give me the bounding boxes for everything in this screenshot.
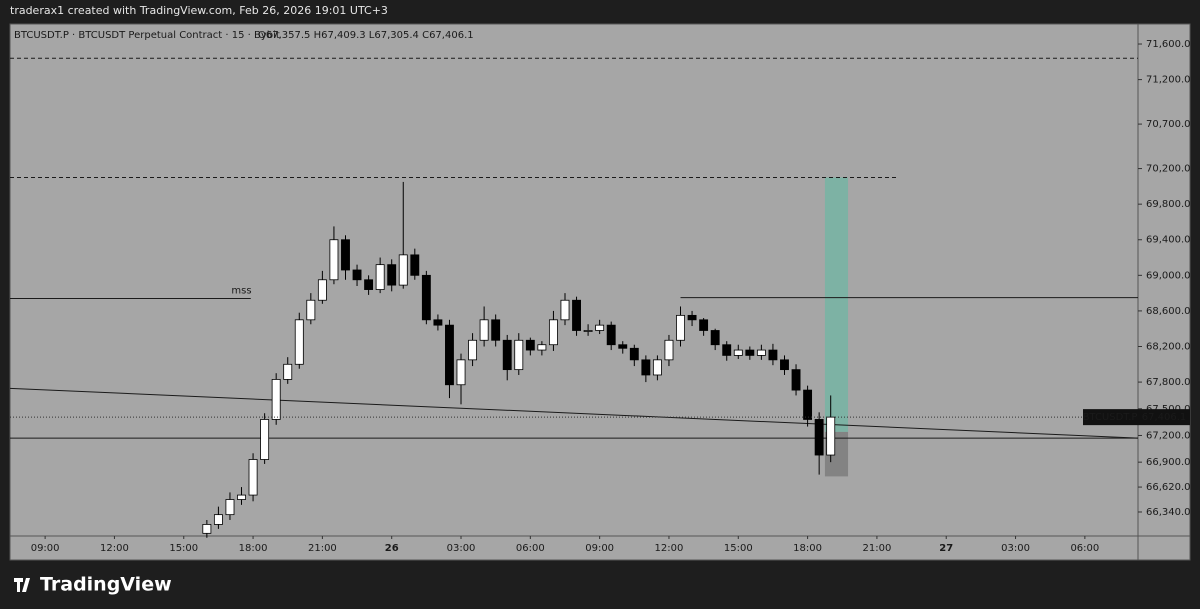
x-tick-label: 06:00 [516,543,545,554]
candle-body [768,349,778,361]
candle-body [375,264,385,290]
candle-body [780,359,789,371]
y-tick-label: 66,620.0 [1146,482,1191,493]
candle-body [364,279,374,290]
header: traderax1 created with TradingView.com, … [10,4,388,17]
y-tick-label: 66,900.0 [1146,457,1191,468]
candle-body [803,389,813,420]
y-tick-label: 70,700.0 [1146,119,1191,130]
y-tick-label: 67,800.0 [1146,377,1191,388]
symbol-tag [1083,409,1138,426]
candle-body [271,379,281,420]
candle-body [699,319,709,331]
x-tick-label: 03:00 [1001,543,1030,554]
candle-body [491,319,501,341]
price-tag-label: 67,406.1 [1142,412,1187,423]
x-tick-label: 21:00 [862,543,891,554]
candle-body [606,324,616,346]
candle-body [502,339,512,371]
candle-body [445,324,454,386]
candle-body [225,499,235,516]
x-tick-label: 26 [385,543,399,554]
candle-body [456,359,466,386]
x-tick-label: 03:00 [447,543,476,554]
candle-body [317,279,327,301]
annotation: mss [231,285,251,296]
logo-icon [14,578,30,592]
ohlc-line: O67,357.5 H67,409.3 L67,305.4 C67,406.1 [258,30,474,41]
candle-body [583,330,593,332]
x-tick-label: 18:00 [239,543,268,554]
candle-body [687,314,697,321]
candle-body [664,339,674,361]
chart-pane [9,23,1191,561]
candle-body [468,339,478,361]
x-tick-label: 09:00 [585,543,614,554]
candle-body [387,264,397,286]
x-tick-label: 15:00 [169,543,198,554]
candle-body [641,359,651,376]
candle-body [352,269,362,281]
candle-body [398,254,408,286]
y-tick-label: 69,000.0 [1146,270,1191,281]
y-tick-label: 69,800.0 [1146,199,1191,210]
candle-body [595,324,605,331]
symbol-line: BTCUSDT.P · BTCUSDT Perpetual Contract ·… [14,30,280,41]
y-tick-label: 70,200.0 [1146,164,1191,175]
candle-body [814,419,824,456]
candle-body [329,239,339,281]
x-tick-label: 27 [939,543,953,554]
x-tick-label: 06:00 [1070,543,1099,554]
candle-body [548,319,558,346]
candle-body [260,419,270,460]
price-tag [1138,409,1190,426]
candle-body [283,363,293,380]
candle-body [722,344,732,356]
candle-body [514,339,524,371]
candle-body [421,274,431,321]
candle-body [341,239,350,271]
candle-body [572,299,581,331]
candle-body [618,344,628,349]
x-tick-label: 18:00 [793,543,822,554]
candle-body [745,349,755,356]
candle-body [213,514,223,525]
target-zone [824,177,849,432]
candle-body [248,459,258,496]
candle-body [676,314,685,341]
y-tick-label: 69,400.0 [1146,235,1191,246]
candle-body [237,494,246,500]
x-tick-label: 21:00 [308,543,337,554]
candle-body [756,349,766,356]
x-tick-label: 12:00 [655,543,684,554]
candle-body [560,299,570,321]
y-tick-label: 71,200.0 [1146,75,1191,86]
candle-body [652,359,662,376]
drawn-line [9,387,1139,439]
y-tick-label: 71,600.0 [1146,39,1191,50]
y-tick-label: 67,200.0 [1146,430,1191,441]
y-tick-label: 66,340.0 [1146,507,1191,518]
candle-body [525,339,535,351]
candle-body [433,319,443,326]
x-tick-label: 12:00 [100,543,129,554]
candle-body [479,319,489,341]
candle-body [306,299,316,321]
y-tick-label: 68,600.0 [1146,306,1191,317]
symbol-tag-label: BTCUSDT.P [1083,412,1138,423]
y-tick-label: 68,200.0 [1146,342,1191,353]
candle-body [410,254,420,276]
candle-body [294,319,304,365]
x-tick-label: 09:00 [31,543,60,554]
candle-body [791,369,801,391]
candle-body [733,349,743,356]
logo: TradingView [40,574,172,596]
candle-body [826,416,836,456]
candle-body [537,344,547,351]
candle-body [710,330,720,346]
x-tick-label: 15:00 [724,543,753,554]
candle-body [629,347,639,361]
candle-body [202,524,212,534]
